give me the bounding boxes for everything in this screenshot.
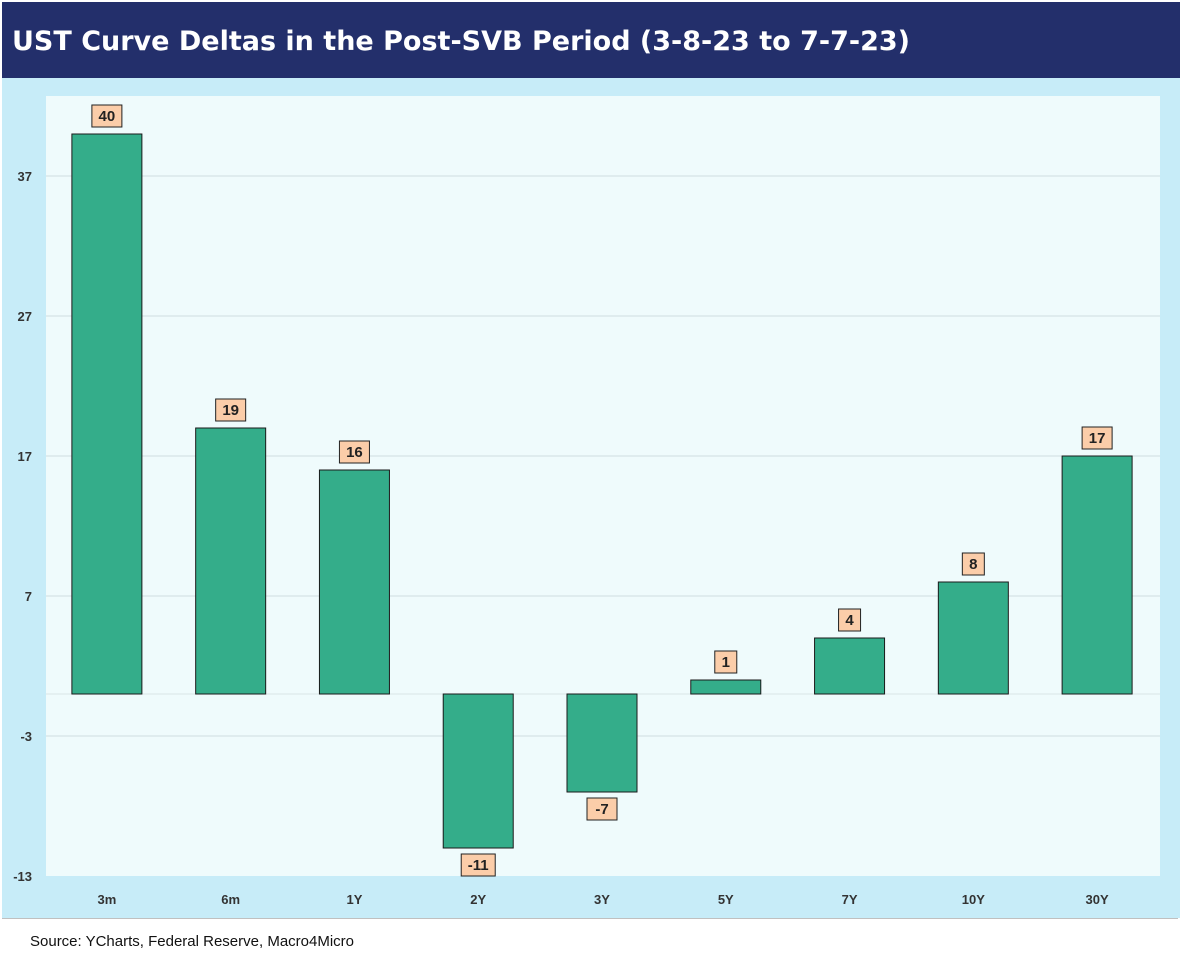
bar-2Y <box>442 693 514 849</box>
data-label-box <box>838 608 862 632</box>
data-label-box <box>91 104 123 128</box>
data-label: 19 <box>222 402 239 419</box>
bar-chart: 37 27 17 7 -3 -13 40 3m 19 6m 16 1Y -11 2Y -7 3Y 1 5Y 4 7Y 8… <box>13 96 1160 907</box>
title-bar: UST Curve Deltas in the Post-SVB Period … <box>2 2 1180 78</box>
x-tick-label: 30Y <box>1086 892 1109 907</box>
y-tick-label: 27 <box>18 309 32 324</box>
x-tick-label: 5Y <box>718 892 734 907</box>
x-tick-label: 1Y <box>346 892 362 907</box>
x-tick-label: 7Y <box>842 892 858 907</box>
x-tick-label: 3Y <box>594 892 610 907</box>
data-label-box <box>586 797 618 821</box>
x-tick-label: 2Y <box>470 892 486 907</box>
y-tick-label: 37 <box>18 169 32 184</box>
data-label-box <box>714 650 738 674</box>
bar-3Y <box>566 693 638 793</box>
data-label-box <box>338 440 370 464</box>
data-label-box <box>460 853 496 877</box>
data-label-box <box>961 552 985 576</box>
source-bar: Source: YCharts, Federal Reserve, Macro4… <box>2 918 1178 960</box>
bar-3m <box>71 133 143 695</box>
data-label: 8 <box>969 556 977 573</box>
bar-30Y <box>1061 455 1133 695</box>
chart-area: 37 27 17 7 -3 -13 40 3m 19 6m 16 1Y -11 2Y -7 3Y 1 5Y 4 7Y 8… <box>2 78 1180 918</box>
x-tick-label: 3m <box>97 892 116 907</box>
x-tick-label: 6m <box>221 892 240 907</box>
y-tick-label: -3 <box>20 729 32 744</box>
data-label-box <box>1081 426 1113 450</box>
y-tick-label: 7 <box>25 589 32 604</box>
data-label: 40 <box>99 108 116 125</box>
data-label: 17 <box>1089 430 1106 447</box>
source-note: Source: YCharts, Federal Reserve, Macro4… <box>30 933 355 950</box>
y-tick-label: -13 <box>13 869 32 884</box>
data-label: -11 <box>468 857 489 874</box>
chart-title: UST Curve Deltas in the Post-SVB Period … <box>12 26 910 57</box>
data-label: 4 <box>845 612 854 629</box>
data-label-box <box>215 398 247 422</box>
bar-5Y <box>690 679 762 695</box>
bar-7Y <box>814 637 886 695</box>
x-tick-label: 10Y <box>962 892 985 907</box>
bar-6m <box>195 427 267 695</box>
y-tick-label: 17 <box>18 449 32 464</box>
data-label: 16 <box>346 444 363 461</box>
bar-1Y <box>318 469 390 695</box>
data-label: 1 <box>722 654 730 671</box>
bar-10Y <box>937 581 1009 695</box>
data-label: -7 <box>595 801 608 818</box>
